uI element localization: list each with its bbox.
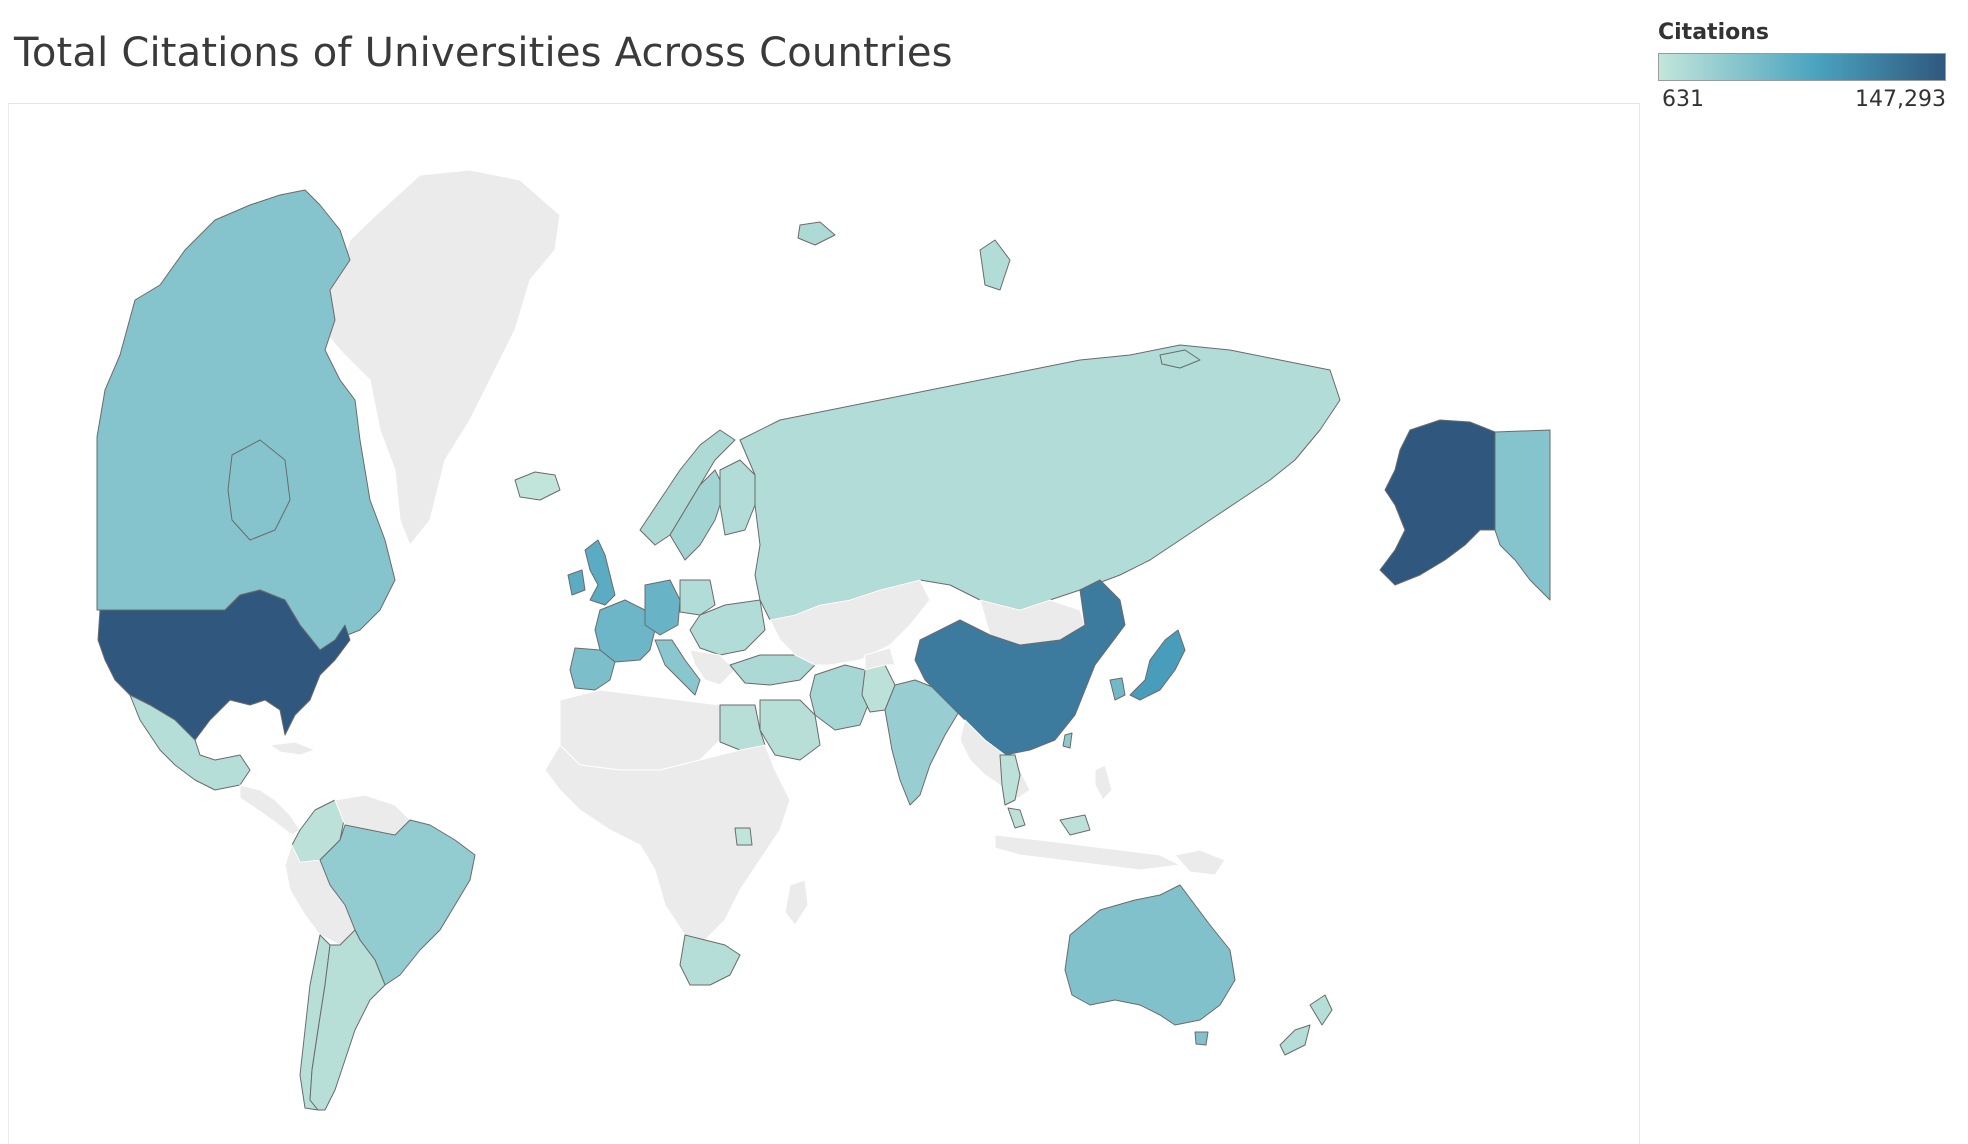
central-america[interactable]: [239, 784, 301, 836]
norway[interactable]: [639, 429, 736, 546]
spain-portugal[interactable]: [569, 647, 616, 691]
afghanistan[interactable]: [864, 647, 896, 671]
brazil[interactable]: [319, 819, 476, 986]
iceland[interactable]: [514, 471, 561, 501]
yukon-strip[interactable]: [1494, 429, 1551, 601]
australia[interactable]: [1064, 884, 1236, 1026]
legend-gradient-bar: [1658, 53, 1946, 81]
malaysia[interactable]: [1007, 807, 1091, 836]
uganda[interactable]: [734, 827, 753, 846]
india[interactable]: [884, 679, 961, 806]
legend-max-label: 147,293: [1855, 87, 1946, 112]
south-korea[interactable]: [1109, 677, 1126, 701]
poland[interactable]: [679, 579, 716, 616]
new-zealand[interactable]: [1279, 994, 1333, 1056]
svalbard[interactable]: [797, 221, 836, 246]
united-kingdom[interactable]: [584, 539, 616, 606]
tasmania[interactable]: [1194, 1031, 1209, 1046]
thailand[interactable]: [999, 754, 1021, 806]
china[interactable]: [914, 579, 1126, 756]
eastern-europe[interactable]: [689, 599, 766, 656]
novaya-zemlya[interactable]: [979, 239, 1011, 291]
north-africa[interactable]: [559, 689, 721, 771]
taiwan[interactable]: [1062, 732, 1073, 749]
iran[interactable]: [809, 664, 871, 731]
germany[interactable]: [644, 579, 681, 636]
color-legend: Citations 631 147,293: [1658, 20, 1958, 117]
cuba[interactable]: [269, 741, 316, 756]
papua-new-guinea[interactable]: [1174, 849, 1226, 876]
mexico[interactable]: [129, 694, 251, 791]
legend-min-label: 631: [1662, 87, 1704, 112]
turkey[interactable]: [729, 654, 816, 686]
saudi-arabia[interactable]: [759, 699, 821, 761]
ireland[interactable]: [567, 569, 586, 596]
central-asia[interactable]: [769, 579, 931, 666]
finland[interactable]: [719, 459, 756, 536]
chart-title: Total Citations of Universities Across C…: [14, 30, 953, 76]
indonesia[interactable]: [994, 834, 1181, 871]
italy[interactable]: [654, 639, 701, 696]
egypt[interactable]: [719, 704, 766, 751]
argentina[interactable]: [309, 929, 386, 1111]
madagascar[interactable]: [784, 879, 809, 926]
west-central-africa[interactable]: [544, 744, 791, 941]
russia[interactable]: [739, 344, 1341, 621]
japan[interactable]: [1129, 629, 1186, 701]
balkans[interactable]: [689, 649, 736, 686]
legend-labels: 631 147,293: [1658, 87, 1946, 117]
russian-arctic-islands[interactable]: [1159, 349, 1201, 369]
alaska[interactable]: [1379, 419, 1496, 586]
france[interactable]: [594, 599, 656, 663]
south-africa[interactable]: [679, 934, 741, 986]
philippines[interactable]: [1094, 764, 1113, 801]
legend-title: Citations: [1658, 20, 1769, 45]
map-frame: [8, 103, 1640, 1144]
